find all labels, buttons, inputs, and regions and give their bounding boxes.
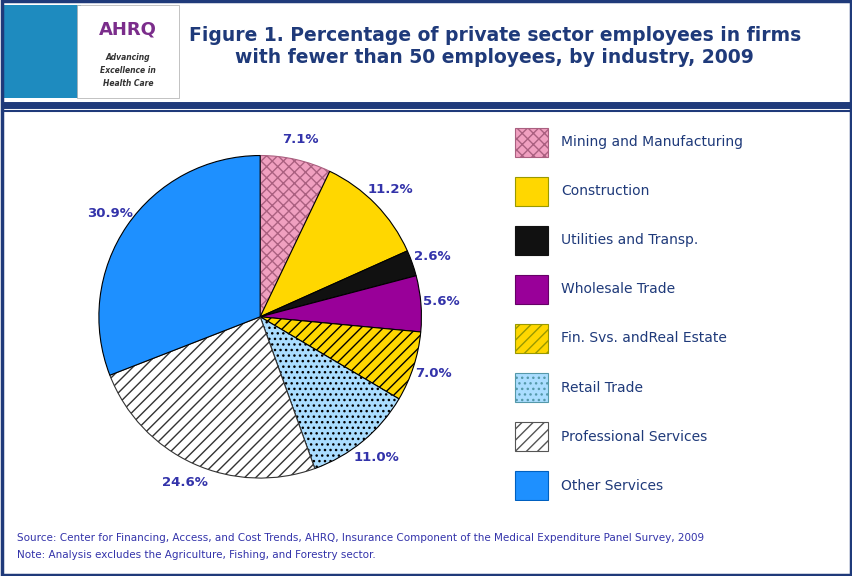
Text: 11.2%: 11.2% [367,183,413,196]
Wedge shape [110,317,314,478]
Text: 30.9%: 30.9% [87,207,133,221]
Wedge shape [260,156,330,317]
Bar [515,177,547,206]
Text: Figure 1. Percentage of private sector employees in firms
with fewer than 50 emp: Figure 1. Percentage of private sector e… [188,26,800,67]
Wedge shape [260,317,420,399]
Text: 24.6%: 24.6% [162,476,207,489]
Text: Wholesale Trade: Wholesale Trade [561,282,675,297]
Text: 7.1%: 7.1% [282,132,319,146]
Wedge shape [260,171,407,317]
Wedge shape [260,317,399,468]
Text: AHRQ: AHRQ [99,20,157,38]
Bar [515,324,547,353]
Bar [515,422,547,451]
Bar [515,373,547,402]
Text: Professional Services: Professional Services [561,430,706,444]
Text: Advancing: Advancing [106,52,150,62]
Text: Other Services: Other Services [561,479,662,492]
Text: Fin. Svs. andReal Estate: Fin. Svs. andReal Estate [561,331,726,346]
Text: Note: Analysis excludes the Agriculture, Fishing, and Forestry sector.: Note: Analysis excludes the Agriculture,… [17,550,376,560]
Text: 5.6%: 5.6% [423,295,459,308]
Text: Utilities and Transp.: Utilities and Transp. [561,233,698,247]
Text: Mining and Manufacturing: Mining and Manufacturing [561,135,742,149]
Bar [515,226,547,255]
Text: 7.0%: 7.0% [415,366,452,380]
Text: Source: Center for Financing, Access, and Cost Trends, AHRQ, Insurance Component: Source: Center for Financing, Access, an… [17,533,704,543]
Bar [515,275,547,304]
Bar [515,128,547,157]
Text: Health Care: Health Care [102,79,153,89]
Text: Excellence in: Excellence in [100,66,156,75]
Bar [515,471,547,500]
Text: 11.0%: 11.0% [353,451,399,464]
Wedge shape [260,251,416,317]
Text: Retail Trade: Retail Trade [561,381,642,395]
Text: 2.6%: 2.6% [413,249,450,263]
Bar [77,5,179,98]
Bar [4,5,81,98]
Wedge shape [99,156,260,375]
Wedge shape [260,276,421,332]
Text: Construction: Construction [561,184,648,198]
